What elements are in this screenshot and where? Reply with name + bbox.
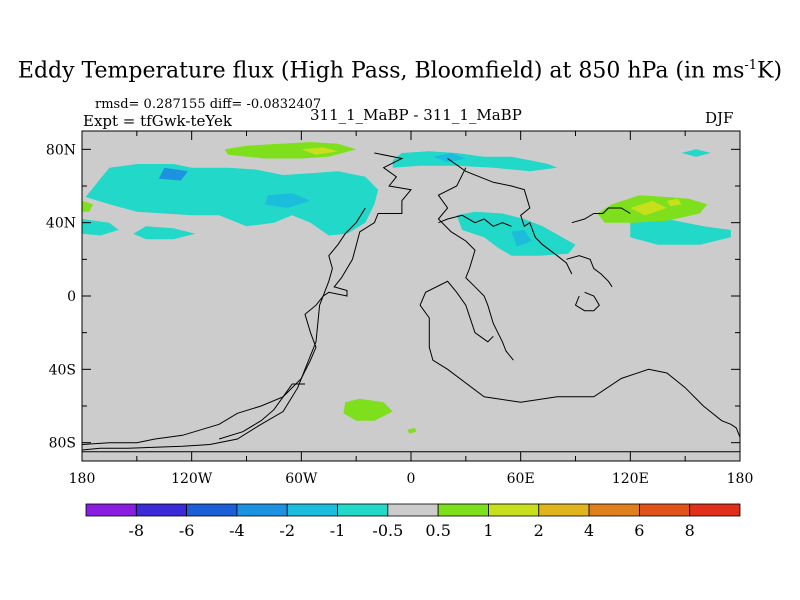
colorbar-label: -4 xyxy=(229,521,245,540)
difference-label: 311_1_MaBP - 311_1_MaBP xyxy=(310,106,522,124)
colorbar-label: 1 xyxy=(483,521,493,540)
colorbar-label: -6 xyxy=(179,521,195,540)
colorbar-swatch-3 xyxy=(236,503,288,517)
colorbar-swatch-7 xyxy=(437,503,489,517)
colorbar-swatch-1 xyxy=(135,503,188,517)
y-tick-label: 80N xyxy=(46,142,76,158)
colorbar-swatch-0 xyxy=(85,503,137,517)
x-tick-label: 60E xyxy=(507,471,535,487)
coastlines xyxy=(82,152,740,453)
contour-region-4 xyxy=(392,151,558,172)
experiment-label: Expt = tfGwk-teYek xyxy=(83,112,232,130)
colorbar-swatch-5 xyxy=(337,503,389,517)
coastline-americas-east-coast xyxy=(82,152,412,445)
coastline-africa-eurasia xyxy=(437,167,514,361)
contour-region-16 xyxy=(407,428,417,434)
contour-region-6 xyxy=(630,219,731,245)
chart-title: Eddy Temperature flux (High Pass, Bloomf… xyxy=(0,58,800,83)
contour-region-18 xyxy=(630,200,667,216)
coastline-east-asia xyxy=(566,255,613,288)
colorbar-label: 8 xyxy=(685,521,695,540)
colorbar-label: -0.5 xyxy=(372,521,403,540)
contour-region-2 xyxy=(133,226,196,240)
contour-region-8 xyxy=(158,167,188,181)
coastline-eurasia-north xyxy=(447,158,573,275)
colorbar-label: 6 xyxy=(634,521,644,540)
contour-regions xyxy=(82,142,731,434)
contour-region-13 xyxy=(82,200,93,212)
x-tick-label: 180 xyxy=(69,471,96,487)
colorbar-label: -1 xyxy=(330,521,346,540)
colorbar-label: -8 xyxy=(129,521,145,540)
contour-region-15 xyxy=(343,398,393,421)
axis-ticks: 180 120W 60W 0 60E 120E 180 80N 40N 0 40S 80S xyxy=(46,131,753,487)
contour-region-10 xyxy=(432,153,466,163)
season-label: DJF xyxy=(705,109,734,127)
y-tick-label: 40N xyxy=(46,216,76,232)
colorbar-swatch-8 xyxy=(488,503,540,517)
x-tick-label: 0 xyxy=(407,471,416,487)
contour-region-11 xyxy=(511,230,532,247)
colorbar-label: 0.5 xyxy=(425,521,450,540)
colorbar-swatch-12 xyxy=(689,503,741,517)
colorbar-swatch-4 xyxy=(286,503,338,517)
coastline-americas-west-coast xyxy=(82,207,366,451)
colorbar-label: -2 xyxy=(279,521,295,540)
coastline-maritime-se-asia xyxy=(574,291,600,312)
x-tick-label: 180 xyxy=(727,471,754,487)
coastline-mediterranean xyxy=(438,214,512,227)
chart-title-main: Eddy Temperature flux (High Pass, Bloomf… xyxy=(17,58,745,84)
chart-title-tail: K) xyxy=(757,58,783,84)
colorbar: -8 -6 -4 -2 -1 -0.5 0.5 1 2 4 6 8 xyxy=(85,503,741,540)
y-tick-label: 80S xyxy=(49,436,76,452)
colorbar-swatch-6 xyxy=(387,503,439,517)
x-tick-label: 120E xyxy=(612,471,649,487)
contour-region-9 xyxy=(264,193,311,208)
contour-region-19 xyxy=(666,198,682,207)
x-tick-label: 60W xyxy=(285,471,318,487)
contour-region-7 xyxy=(681,149,711,157)
contour-region-17 xyxy=(301,147,338,155)
stats-text: rmsd= 0.287155 diff= -0.0832407 xyxy=(95,97,322,112)
chart-title-superscript: -1 xyxy=(744,58,758,73)
contour-region-3 xyxy=(82,219,119,236)
coastline-patagonia xyxy=(218,383,305,440)
colorbar-swatch-11 xyxy=(638,503,691,517)
colorbar-label: 4 xyxy=(584,521,594,540)
colorbar-swatch-2 xyxy=(186,503,238,517)
y-tick-label: 0 xyxy=(67,289,76,305)
colorbar-label: 2 xyxy=(534,521,544,540)
coastline-northeast-asia xyxy=(571,207,631,224)
contour-region-1 xyxy=(85,164,379,236)
colorbar-swatch-10 xyxy=(588,503,640,517)
colorbar-swatch-9 xyxy=(538,503,590,517)
coastline-antarctic-coast xyxy=(82,280,740,453)
y-tick-label: 40S xyxy=(49,362,76,378)
x-tick-label: 120W xyxy=(171,471,213,487)
contour-region-12 xyxy=(224,142,357,159)
